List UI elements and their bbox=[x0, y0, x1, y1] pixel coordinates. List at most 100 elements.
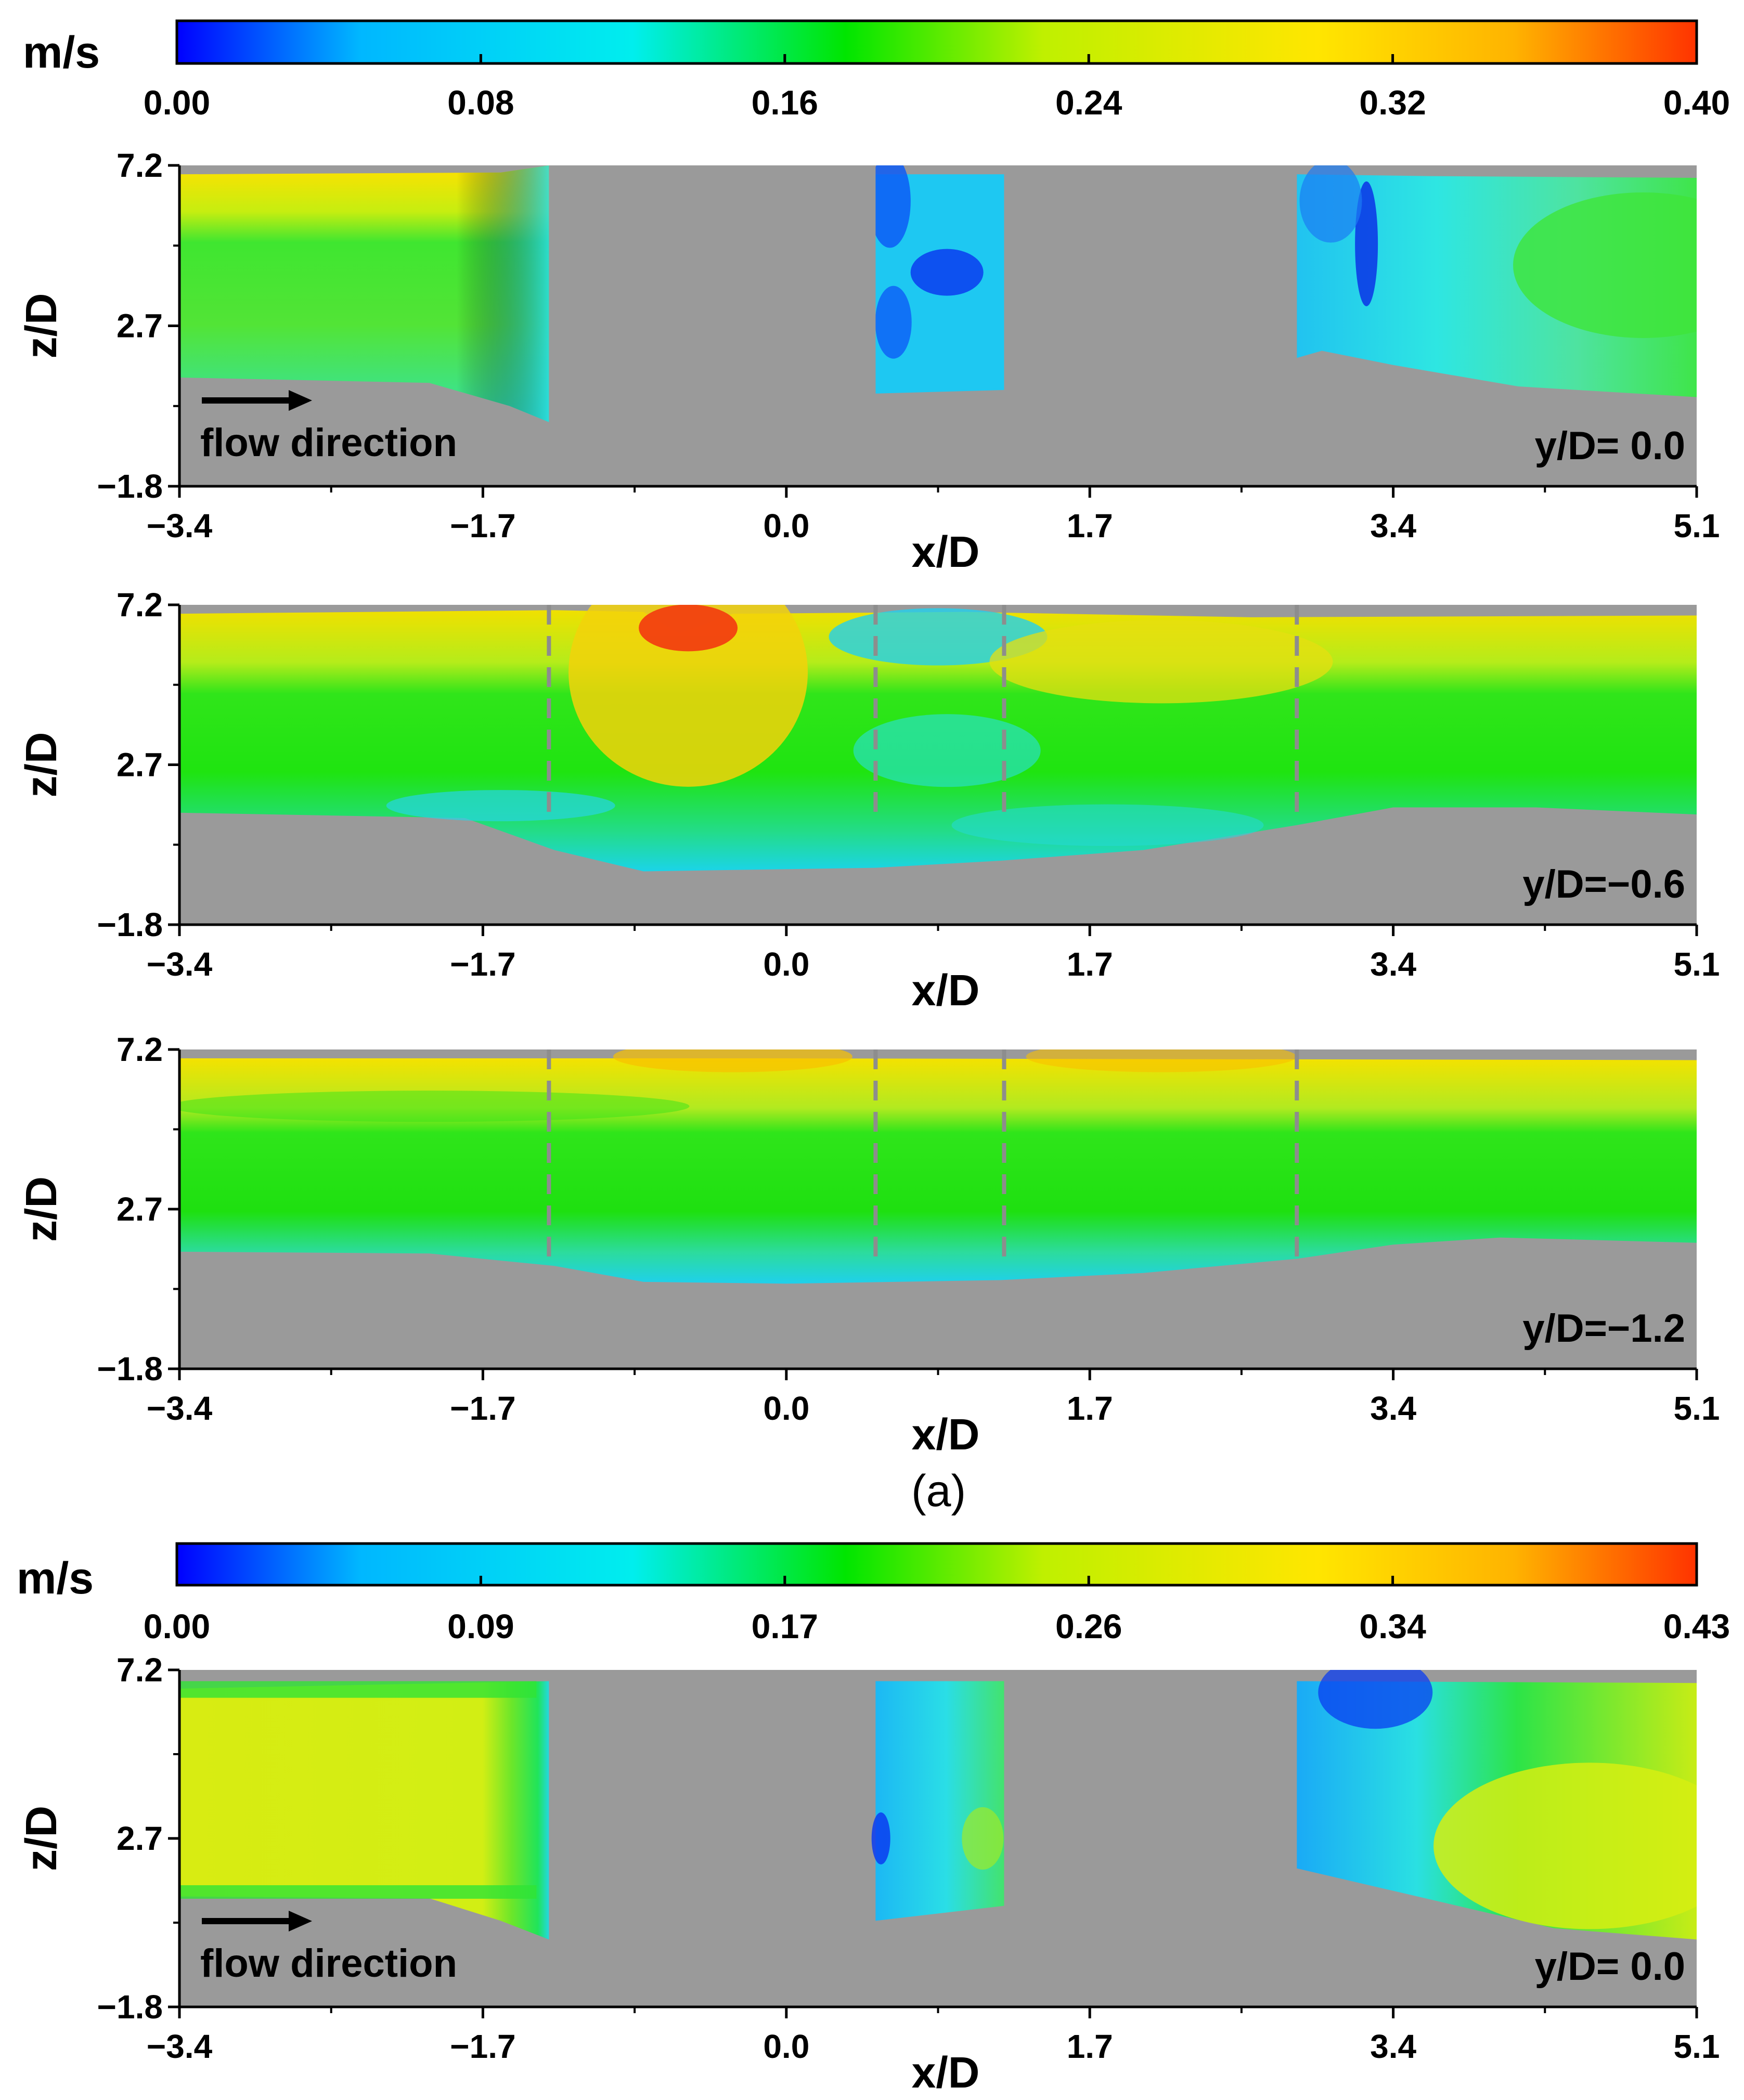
flow-feature bbox=[179, 1681, 537, 1698]
panel-label: (a) bbox=[911, 1466, 966, 1516]
flow-feature bbox=[951, 804, 1264, 846]
x-tick-label: 3.4 bbox=[1370, 945, 1416, 983]
flow-feature bbox=[639, 605, 738, 652]
y-tick-label: 2.7 bbox=[117, 746, 163, 784]
x-tick-label: −1.7 bbox=[450, 507, 515, 545]
slice-annotation: y/D=−0.6 bbox=[1522, 862, 1685, 906]
colorbar: m/s 0.00 0.08 0.16 0.24 0.32 0.40 bbox=[23, 19, 1730, 122]
colorbar-tick-label: 0.00 bbox=[144, 1607, 210, 1645]
colorbar-tick-label: 0.32 bbox=[1359, 83, 1426, 122]
flow-arrow-icon bbox=[289, 390, 312, 411]
y-axis-label: z/D bbox=[17, 1176, 66, 1242]
flow-feature bbox=[179, 1091, 690, 1122]
colorbar-tick-label: 0.43 bbox=[1663, 1607, 1730, 1645]
flow-feature bbox=[1513, 192, 1697, 338]
flow-region-upstream-shade bbox=[179, 165, 549, 422]
flow-feature bbox=[179, 1885, 537, 1899]
x-tick-label: 3.4 bbox=[1370, 507, 1416, 545]
x-tick-label: 1.7 bbox=[1067, 2028, 1113, 2065]
y-tick-label: 2.7 bbox=[117, 1820, 163, 1857]
flow-feature bbox=[829, 608, 1048, 666]
colorbar-tick-label: 0.26 bbox=[1055, 1607, 1122, 1645]
colorbar-tick-label: 0.34 bbox=[1359, 1607, 1426, 1645]
x-tick-label: 1.7 bbox=[1067, 945, 1113, 983]
x-tick-label: 1.7 bbox=[1067, 1390, 1113, 1427]
x-tick-label: −1.7 bbox=[450, 2028, 515, 2065]
x-tick-label: 5.1 bbox=[1674, 2028, 1720, 2065]
flow-feature bbox=[1026, 1049, 1297, 1072]
x-axis-label: x/D bbox=[912, 2048, 980, 2097]
flow-feature bbox=[989, 620, 1333, 704]
x-axis-label: x/D bbox=[912, 1410, 980, 1459]
panel-1 bbox=[168, 164, 1698, 498]
colorbar-gradient bbox=[175, 1542, 1698, 1587]
y-tick-label: −1.8 bbox=[97, 1988, 163, 2026]
flow-feature bbox=[569, 605, 808, 787]
colorbar-tick-label: 0.09 bbox=[447, 1607, 514, 1645]
flow-feature bbox=[869, 165, 911, 248]
y-tick-label: 2.7 bbox=[117, 1190, 163, 1228]
flow-feature bbox=[910, 249, 984, 296]
x-tick-label: 0.0 bbox=[763, 945, 809, 983]
colorbar-gradient bbox=[175, 19, 1698, 65]
x-tick-label: −1.7 bbox=[450, 1390, 515, 1427]
flow-feature bbox=[962, 1807, 1004, 1870]
y-tick-label: 2.7 bbox=[117, 307, 163, 345]
y-tick-label: 7.2 bbox=[117, 147, 163, 184]
x-tick-label: 0.0 bbox=[763, 2028, 809, 2065]
panel-3 bbox=[168, 1048, 1698, 1380]
colorbar: m/s 0.00 0.09 0.17 0.26 0.34 0.43 bbox=[17, 1542, 1730, 1645]
structure-upstream bbox=[549, 165, 876, 486]
flow-region-upstream bbox=[179, 1681, 549, 1940]
colorbar-tick-label: 0.00 bbox=[144, 83, 210, 122]
x-tick-label: 1.7 bbox=[1067, 507, 1113, 545]
y-tick-label: 7.2 bbox=[117, 1651, 163, 1689]
y-tick-label: 7.2 bbox=[117, 1031, 163, 1068]
y-axis-label: z/D bbox=[17, 293, 66, 359]
flow-feature bbox=[871, 1812, 890, 1864]
flow-arrow-icon bbox=[289, 1911, 312, 1932]
x-tick-label: −3.4 bbox=[147, 1390, 213, 1427]
flow-feature bbox=[1433, 1762, 1697, 1929]
x-tick-label: 3.4 bbox=[1370, 2028, 1416, 2065]
x-tick-label: 5.1 bbox=[1674, 507, 1720, 545]
x-tick-label: −3.4 bbox=[147, 507, 213, 545]
flow-feature bbox=[613, 1049, 852, 1072]
colorbar-tick-label: 0.24 bbox=[1055, 83, 1122, 122]
colorbar-unit: m/s bbox=[23, 28, 100, 77]
x-tick-label: 0.0 bbox=[763, 507, 809, 545]
flow-feature bbox=[875, 286, 912, 359]
colorbar-tick-label: 0.08 bbox=[447, 83, 514, 122]
y-tick-label: −1.8 bbox=[97, 1350, 163, 1388]
y-axis-label: z/D bbox=[17, 732, 66, 798]
colorbar-tick-label: 0.17 bbox=[752, 1607, 818, 1645]
panel-2 bbox=[168, 603, 1698, 936]
colorbar-unit: m/s bbox=[17, 1553, 94, 1603]
x-tick-label: −3.4 bbox=[147, 945, 213, 983]
y-tick-label: −1.8 bbox=[97, 468, 163, 505]
colorbar-tick-label: 0.16 bbox=[752, 83, 818, 122]
y-tick-label: 7.2 bbox=[117, 586, 163, 624]
y-tick-label: −1.8 bbox=[97, 906, 163, 943]
colorbar-tick-label: 0.40 bbox=[1663, 83, 1730, 122]
flow-feature bbox=[1299, 165, 1362, 243]
x-tick-label: 3.4 bbox=[1370, 1390, 1416, 1427]
x-tick-label: 0.0 bbox=[763, 1390, 809, 1427]
structure-downstream bbox=[1004, 165, 1297, 486]
panel-4 bbox=[168, 1668, 1698, 2018]
slice-annotation: y/D=−1.2 bbox=[1522, 1306, 1685, 1351]
flow-feature bbox=[386, 790, 615, 822]
x-tick-label: 5.1 bbox=[1674, 945, 1720, 983]
slice-annotation: y/D= 0.0 bbox=[1535, 1945, 1685, 1989]
y-axis-label: z/D bbox=[17, 1806, 66, 1871]
flow-feature bbox=[1318, 1670, 1433, 1729]
flow-feature bbox=[1355, 181, 1378, 306]
slice-annotation: y/D= 0.0 bbox=[1535, 424, 1685, 468]
flow-feature bbox=[853, 714, 1041, 787]
flow-region-gap bbox=[875, 1681, 1004, 1921]
flow-direction-label: flow direction bbox=[200, 421, 457, 465]
flow-direction-label: flow direction bbox=[200, 1941, 457, 1986]
x-axis-label: x/D bbox=[912, 527, 980, 576]
